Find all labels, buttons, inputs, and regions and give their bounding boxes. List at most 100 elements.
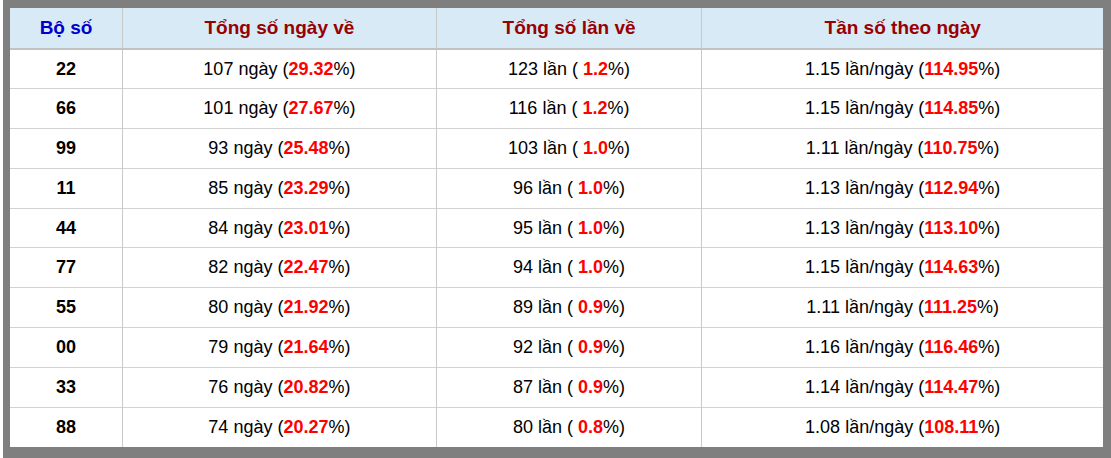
cell-text: %) [603,297,625,317]
cell-text: 1.13 lần/ngày ( [805,218,924,238]
cell-text: %) [978,178,1000,198]
percent-value: 1.0 [578,218,603,238]
cell-pair-number: 33 [10,367,123,407]
percent-value: 29.32 [288,59,333,79]
cell-text: 74 ngày ( [208,417,283,437]
cell-frequency-per-day: 1.15 lần/ngày (114.63%) [702,248,1103,288]
cell-text: %) [328,178,350,198]
cell-text: 79 ngày ( [208,337,283,357]
cell-text: %) [603,257,625,277]
percent-value: 114.63 [924,257,978,277]
cell-text: 82 ngày ( [208,257,283,277]
cell-text: %) [328,218,350,238]
cell-text: %) [978,257,1000,277]
column-header-tan-so-theo-ngay: Tần số theo ngày [702,8,1103,49]
percent-value: 111.25 [924,297,977,317]
cell-frequency-per-day: 1.14 lần/ngày (114.47%) [702,367,1103,407]
header-row: Bộ số Tổng số ngày về Tổng số lần về Tần… [10,8,1103,49]
cell-text: 1.08 lần/ngày ( [805,417,924,437]
cell-text: 22 [56,59,76,79]
percent-value: 108.11 [924,417,978,437]
cell-text: 87 lần ( [513,377,578,397]
cell-text: %) [603,337,625,357]
table-outer-frame: Bộ số Tổng số ngày về Tổng số lần về Tần… [3,0,1111,458]
cell-text: %) [977,297,999,317]
cell-text: %) [608,138,630,158]
percent-value: 0.9 [578,377,603,397]
cell-text: %) [333,98,355,118]
cell-frequency-per-day: 1.08 lần/ngày (108.11%) [702,407,1103,447]
percent-value: 116.46 [924,337,978,357]
table-row: 1185 ngày (23.29%)96 lần ( 1.0%)1.13 lần… [10,168,1103,208]
cell-text: 11 [57,178,76,198]
cell-text: 44 [56,218,76,238]
cell-frequency-per-day: 1.11 lần/ngày (111.25%) [702,288,1103,328]
table-row: 44 84 ngày (23.01%) 95 lần ( 1.0%) 1.13 lần… [10,208,1103,248]
cell-pair-number: 00 [10,328,123,368]
cell-total-days: 101 ngày (27.67%) [123,89,437,129]
percent-value: 0.9 [578,337,603,357]
cell-text: %) [978,59,1000,79]
cell-frequency-per-day: 1.15 lần/ngày (114.95%) [702,49,1103,89]
cell-text: 1.14 lần/ngày ( [805,377,924,397]
percent-value: 20.27 [283,417,328,437]
percent-value: 114.47 [924,377,978,397]
cell-total-times: 87 lần ( 0.9%) [436,367,702,407]
percent-value: 1.0 [578,178,603,198]
cell-text: 94 lần ( [513,257,578,277]
cell-text: %) [328,138,350,158]
cell-text: 89 lần ( [513,297,578,317]
cell-total-days: 84 ngày (23.01%) [123,208,437,248]
cell-total-times: 116 lần ( 1.2%) [436,89,702,129]
cell-total-days: 93 ngày (25.48%) [123,129,437,169]
cell-text: 66 [56,98,76,118]
percent-value: 23.01 [283,218,328,238]
percent-value: 114.95 [924,59,978,79]
cell-total-days: 79 ngày (21.64%) [123,328,437,368]
table-row: 0079 ngày (21.64%)92 lần ( 0.9%)1.16 lần… [10,328,1103,368]
cell-text: 84 ngày ( [208,218,283,238]
cell-total-days: 82 ngày (22.47%) [123,248,437,288]
table-row: 5580 ngày (21.92%)89 lần ( 0.9%)1.11 lần… [10,288,1103,328]
cell-text: 1.11 lần/ngày ( [806,297,924,317]
cell-text: 77 [56,257,76,277]
percent-value: 1.0 [583,138,608,158]
percent-value: 25.48 [283,138,328,158]
percent-value: 0.8 [578,417,603,437]
percent-value: 114.85 [924,98,978,118]
percent-value: 1.2 [583,59,608,79]
cell-text: 107 ngày ( [203,59,288,79]
cell-text: 85 ngày ( [208,178,283,198]
cell-total-days: 80 ngày (21.92%) [123,288,437,328]
table-body: 22107 ngày (29.32%)123 lần ( 1.2%)1.15 l… [10,49,1103,447]
table-row: 3376 ngày (20.82%)87 lần ( 0.9%)1.14 lần… [10,367,1103,407]
cell-text: %) [328,417,350,437]
cell-text: 55 [56,297,76,317]
cell-text: 123 lần ( [508,59,583,79]
cell-text: %) [607,98,629,118]
cell-text: %) [328,337,350,357]
cell-text: %) [328,257,350,277]
cell-text: %) [603,417,625,437]
cell-total-days: 85 ngày (23.29%) [123,168,437,208]
cell-total-days: 107 ngày (29.32%) [123,49,437,89]
cell-total-times: 92 lần ( 0.9%) [436,328,702,368]
cell-pair-number: 66 [10,89,123,129]
percent-value: 27.67 [288,98,333,118]
cell-text: 95 lần ( [513,218,578,238]
cell-text: 96 lần ( [513,178,578,198]
table-row: 9993 ngày (25.48%)103 lần ( 1.0%)1.11 lầ… [10,129,1103,169]
cell-text: %) [328,377,350,397]
cell-total-times: 96 lần ( 1.0%) [436,168,702,208]
cell-text: %) [978,337,1000,357]
table-row: 22107 ngày (29.32%)123 lần ( 1.2%)1.15 l… [10,49,1103,89]
cell-text: %) [333,59,355,79]
percent-value: 21.64 [283,337,328,357]
cell-pair-number: 77 [10,248,123,288]
cell-total-days: 76 ngày (20.82%) [123,367,437,407]
cell-frequency-per-day: 1.11 lần/ngày (110.75%) [702,129,1103,169]
cell-text: 80 ngày ( [208,297,283,317]
cell-total-times: 103 lần ( 1.0%) [436,129,702,169]
percent-value: 113.10 [924,218,978,238]
cell-text: 116 lần ( [509,98,583,118]
